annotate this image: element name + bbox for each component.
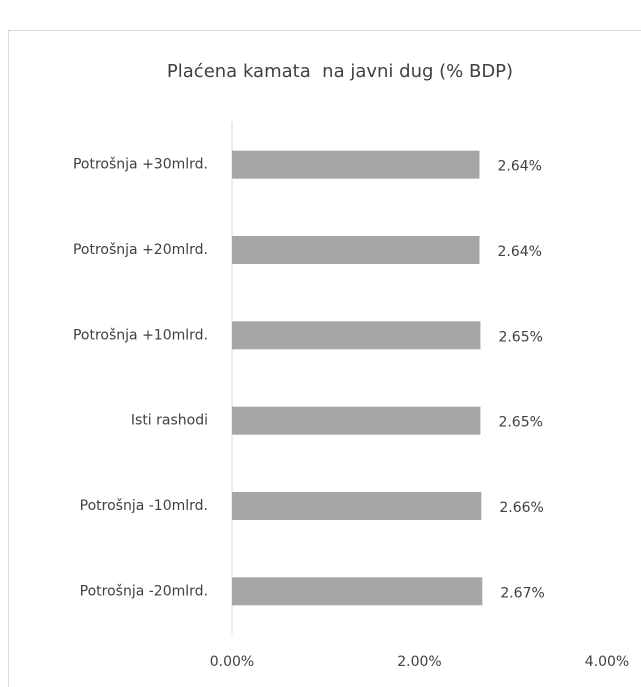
value-label: 2.65% <box>498 415 542 431</box>
x-tick-label: 2.00% <box>397 654 441 670</box>
value-label: 2.64% <box>498 244 542 260</box>
bar <box>232 492 482 520</box>
value-label: 2.66% <box>499 500 543 516</box>
bar <box>232 406 481 435</box>
y-tick-label: Potrošnja -10mlrd. <box>80 498 208 514</box>
bar <box>232 236 480 264</box>
value-label: 2.65% <box>498 329 542 345</box>
x-tick-label: 0.00% <box>210 654 254 670</box>
y-tick-label: Potrošnja -20mlrd. <box>80 583 208 599</box>
bar <box>232 150 480 179</box>
bar <box>232 321 481 350</box>
y-tick-label: Isti rashodi <box>131 413 208 429</box>
y-tick-label: Potrošnja +10mlrd. <box>73 327 208 343</box>
y-tick-label: Potrošnja +20mlrd. <box>73 242 208 258</box>
y-tick-label: Potrošnja +30mlrd. <box>73 157 208 173</box>
bar <box>232 577 483 606</box>
chart-title: Plaćena kamata na javni dug (% BDP) <box>167 61 513 82</box>
value-label: 2.64% <box>498 159 542 175</box>
value-label: 2.67% <box>500 585 544 601</box>
x-tick-label: 4.00% <box>585 654 629 670</box>
